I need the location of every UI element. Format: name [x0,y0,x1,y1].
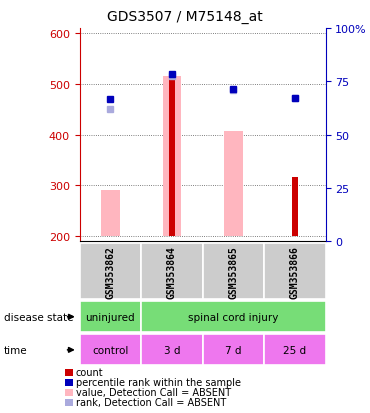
Bar [169,76,175,237]
Text: GSM353865: GSM353865 [228,245,238,298]
Bar [162,76,181,237]
Bar [264,335,326,366]
Bar [292,178,298,237]
Text: value, Detection Call = ABSENT: value, Detection Call = ABSENT [76,387,231,397]
Text: GSM353866: GSM353866 [290,245,300,298]
Text: control: control [92,345,128,355]
Bar [141,244,203,299]
Text: uninjured: uninjured [85,312,135,322]
Text: GDS3507 / M75148_at: GDS3507 / M75148_at [107,10,263,24]
Text: 25 d: 25 d [283,345,306,355]
Text: disease state: disease state [4,312,73,322]
Text: percentile rank within the sample: percentile rank within the sample [76,377,241,387]
Bar [80,335,141,366]
Bar [101,191,120,237]
Bar [264,244,326,299]
Bar [224,132,243,237]
Bar [141,335,203,366]
Bar [141,301,326,332]
Text: 7 d: 7 d [225,345,242,355]
Text: GSM353864: GSM353864 [167,245,177,298]
Text: time: time [4,345,27,355]
Text: count: count [76,368,104,377]
Text: rank, Detection Call = ABSENT: rank, Detection Call = ABSENT [76,397,226,407]
Text: GSM353862: GSM353862 [105,245,115,298]
Bar [203,335,264,366]
Bar [203,244,264,299]
Bar [80,244,141,299]
Bar [80,301,141,332]
Text: 3 d: 3 d [164,345,180,355]
Text: spinal cord injury: spinal cord injury [188,312,279,322]
